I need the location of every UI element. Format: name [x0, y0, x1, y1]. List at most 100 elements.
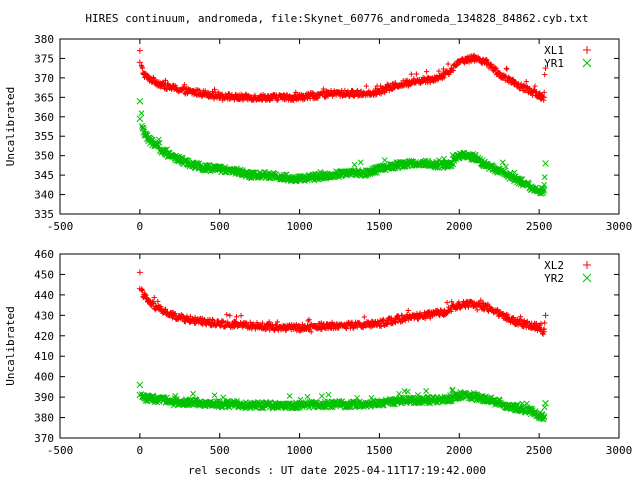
- x-tick-label: 2500: [526, 220, 553, 233]
- scatter-point: [291, 97, 297, 104]
- y-tick-label: 440: [34, 289, 54, 302]
- scatter-point: [436, 68, 442, 74]
- scatter-point: [142, 291, 148, 297]
- scatter-point: [327, 325, 334, 331]
- scatter-point: [351, 161, 358, 168]
- y-tick-label: 335: [34, 208, 54, 221]
- scatter-point: [522, 88, 528, 94]
- x-tick-label: -500: [47, 444, 74, 457]
- x-tick-label: 2000: [446, 220, 473, 233]
- scatter-point: [542, 320, 548, 326]
- scatter-point: [232, 318, 238, 324]
- x-tick-label: 3000: [606, 220, 633, 233]
- scatter-point: [184, 402, 191, 409]
- scatter-point: [538, 320, 544, 327]
- scatter-point: [211, 86, 218, 93]
- scatter-point: [541, 414, 548, 421]
- scatter-point: [355, 87, 361, 94]
- y-tick-label: 350: [34, 150, 54, 163]
- scatter-point: [161, 394, 168, 401]
- data-point: [136, 269, 143, 276]
- scatter-point: [238, 313, 244, 319]
- y-axis-label: Uncalibrated: [4, 87, 17, 166]
- scatter-point: [361, 314, 367, 320]
- x-tick-label: 500: [210, 220, 230, 233]
- legend-marker: [583, 46, 591, 54]
- scatter-point: [483, 56, 489, 63]
- scatter-point: [422, 315, 428, 322]
- scatter-point: [445, 61, 451, 67]
- series-xl1: [136, 47, 549, 104]
- scatter-point: [440, 66, 447, 72]
- y-tick-label: 430: [34, 309, 54, 322]
- scatter-point: [206, 90, 212, 96]
- x-tick-label: 2500: [526, 444, 553, 457]
- scatter-point: [444, 300, 450, 306]
- scatter-point: [151, 75, 157, 82]
- scatter-point: [435, 77, 441, 83]
- scatter-point: [190, 390, 197, 397]
- scatter-point: [541, 181, 548, 188]
- scatter-point: [402, 318, 408, 324]
- scatter-point: [541, 404, 548, 411]
- scatter-point: [395, 313, 402, 319]
- scatter-point: [532, 83, 538, 89]
- scatter-point: [209, 316, 216, 323]
- scatter-point: [505, 312, 511, 318]
- scatter-point: [540, 331, 546, 337]
- x-tick-label: -500: [47, 220, 74, 233]
- data-point: [542, 65, 549, 72]
- scatter-point: [413, 71, 420, 77]
- scatter-point: [387, 316, 393, 322]
- scatter-point: [497, 69, 503, 76]
- y-tick-label: 340: [34, 189, 54, 202]
- data-point: [136, 97, 144, 105]
- legend-label: XL2: [544, 259, 564, 272]
- scatter-point: [267, 97, 273, 103]
- scatter-point: [234, 398, 240, 405]
- x-tick-label: 2000: [446, 444, 473, 457]
- scatter-point: [138, 287, 145, 293]
- data-point: [136, 115, 144, 123]
- scatter-point: [448, 308, 454, 315]
- y-tick-label: 420: [34, 330, 54, 343]
- scatter-point: [138, 110, 145, 117]
- scatter-point: [162, 306, 169, 312]
- scatter-point: [411, 76, 417, 82]
- scatter-point: [164, 309, 171, 315]
- scatter-point: [286, 393, 293, 400]
- data-point: [136, 59, 143, 66]
- scatter-point: [396, 316, 402, 322]
- scatter-point: [502, 163, 509, 170]
- y-tick-label: 355: [34, 130, 54, 143]
- scatter-point: [484, 57, 490, 63]
- y-tick-label: 460: [34, 248, 54, 261]
- x-tick-label: 500: [210, 444, 230, 457]
- scatter-point: [510, 76, 516, 83]
- scatter-point: [172, 310, 178, 317]
- scatter-point: [349, 88, 356, 94]
- scatter-point: [423, 388, 430, 394]
- scatter-point: [381, 157, 388, 164]
- chart-title: HIRES continuum, andromeda, file:Skynet_…: [85, 12, 588, 25]
- scatter-point: [164, 146, 170, 153]
- y-tick-label: 380: [34, 33, 54, 46]
- scatter-point: [533, 89, 540, 95]
- scatter-point: [158, 84, 164, 90]
- scatter-point: [541, 97, 547, 103]
- scatter-point: [358, 88, 364, 94]
- scatter-point: [139, 288, 146, 294]
- scatter-point: [525, 179, 532, 186]
- series-xl2: [136, 269, 549, 337]
- scatter-point: [368, 394, 375, 401]
- scatter-point: [424, 69, 430, 75]
- y-tick-label: 365: [34, 91, 54, 104]
- scatter-point: [448, 306, 454, 312]
- scatter-point: [382, 89, 388, 96]
- scatter-point: [427, 315, 433, 321]
- scatter-point: [542, 72, 548, 78]
- scatter-point: [211, 392, 218, 399]
- scatter-point: [190, 87, 197, 94]
- scatter-point: [373, 91, 380, 98]
